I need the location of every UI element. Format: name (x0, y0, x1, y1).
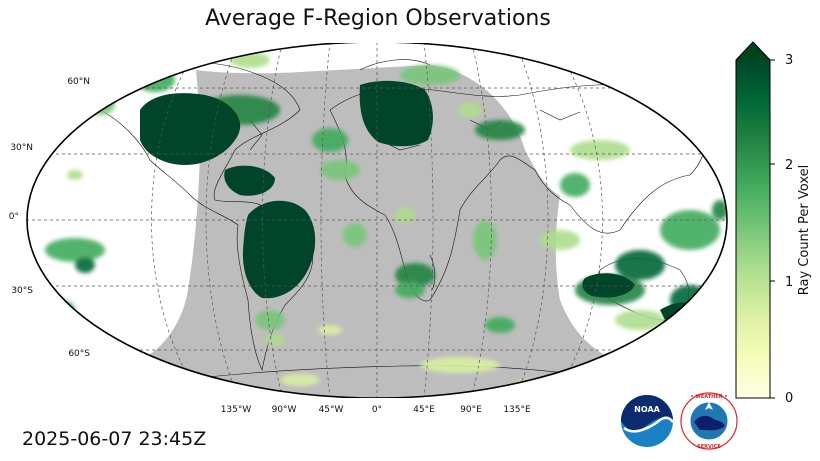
nws-logo: • WEATHER • SERVICE (680, 392, 738, 450)
colorbar-tick-1: 1 (785, 275, 793, 290)
lon-label-135e: 135°E (503, 405, 531, 415)
ray-count-heatmap (45, 52, 727, 391)
noaa-text: NOAA (634, 405, 660, 414)
night-shading (120, 65, 640, 398)
lon-label-90w: 90°W (272, 405, 297, 415)
lat-label-0: 0° (9, 212, 19, 222)
map-title: Average F-Region Observations (205, 6, 551, 31)
lon-label-45w: 45°W (319, 405, 344, 415)
lat-label-60s: 60°S (68, 349, 90, 359)
lon-label-45e: 45°E (413, 405, 435, 415)
globe-outline (26, 43, 728, 398)
colorbar: 0 1 2 3 Ray Count Per Voxel (735, 41, 812, 406)
lon-label-0: 0° (372, 405, 382, 415)
timestamp: 2025-06-07 23:45Z (22, 428, 207, 450)
colorbar-label: Ray Count Per Voxel (797, 165, 812, 295)
lat-label-30n: 30°N (10, 143, 33, 153)
noaa-logo: NOAA (621, 395, 674, 447)
colorbar-tick-2: 2 (785, 158, 793, 173)
svg-text:SERVICE: SERVICE (697, 444, 721, 450)
colorbar-tick-0: 0 (785, 391, 793, 406)
svg-text:• WEATHER •: • WEATHER • (690, 394, 727, 400)
lat-label-30s: 30°S (11, 286, 33, 296)
colorbar-tick-3: 3 (785, 53, 793, 68)
globe (27, 43, 727, 398)
lon-label-90e: 90°E (460, 405, 482, 415)
lon-label-135w: 135°W (221, 405, 252, 415)
lat-label-60n: 60°N (67, 77, 90, 87)
